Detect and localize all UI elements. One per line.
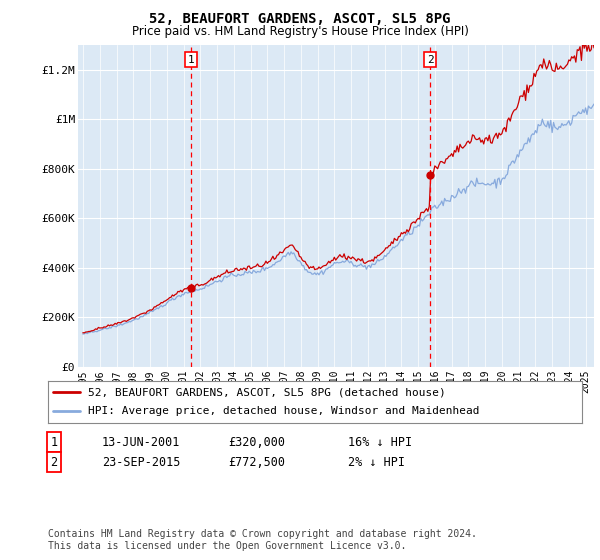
Text: £772,500: £772,500 <box>228 455 285 469</box>
Text: 1: 1 <box>188 55 194 64</box>
Text: 52, BEAUFORT GARDENS, ASCOT, SL5 8PG: 52, BEAUFORT GARDENS, ASCOT, SL5 8PG <box>149 12 451 26</box>
Text: 2% ↓ HPI: 2% ↓ HPI <box>348 455 405 469</box>
Text: Contains HM Land Registry data © Crown copyright and database right 2024.
This d: Contains HM Land Registry data © Crown c… <box>48 529 477 551</box>
Text: 2: 2 <box>427 55 434 64</box>
Text: 13-JUN-2001: 13-JUN-2001 <box>102 436 181 449</box>
Text: 52, BEAUFORT GARDENS, ASCOT, SL5 8PG (detached house): 52, BEAUFORT GARDENS, ASCOT, SL5 8PG (de… <box>88 387 446 397</box>
Text: 2: 2 <box>50 455 58 469</box>
Text: 23-SEP-2015: 23-SEP-2015 <box>102 455 181 469</box>
Text: HPI: Average price, detached house, Windsor and Maidenhead: HPI: Average price, detached house, Wind… <box>88 407 479 417</box>
Text: £320,000: £320,000 <box>228 436 285 449</box>
Text: Price paid vs. HM Land Registry's House Price Index (HPI): Price paid vs. HM Land Registry's House … <box>131 25 469 38</box>
Text: 1: 1 <box>50 436 58 449</box>
Text: 16% ↓ HPI: 16% ↓ HPI <box>348 436 412 449</box>
